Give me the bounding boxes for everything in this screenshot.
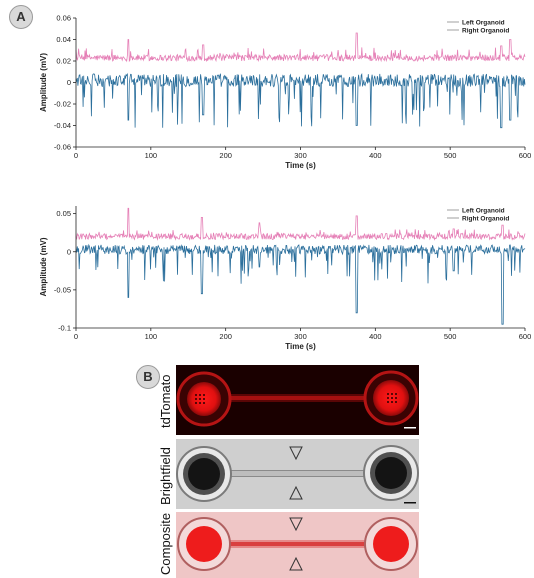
x-tick-label: 600 <box>519 151 532 160</box>
y-tick-label: -0.02 <box>54 100 71 109</box>
axes: 0 100 200 300 400 500 600 0.06 0.04 0.02 0 -0.02 -0.… <box>54 14 531 161</box>
tdtomato-image <box>176 365 419 435</box>
x-axis-label: Time (s) <box>285 161 316 170</box>
series-line-1 <box>75 207 526 241</box>
series-line-2 <box>75 72 526 129</box>
chart-bottom: 0 100 200 300 400 500 600 0.05 0 -0.05 -0.1 Time (s… <box>39 206 531 351</box>
x-tick-label: 200 <box>219 332 232 341</box>
y-axis-label: Amplitude (mV) <box>39 53 48 112</box>
y-tick-label: -0.1 <box>58 324 71 333</box>
x-tick-label: 300 <box>294 332 307 341</box>
panel-a-badge: A <box>9 5 33 29</box>
y-tick-label: 0.06 <box>56 14 71 23</box>
legend-label: Left Organoid <box>462 208 505 215</box>
composite-image <box>176 512 419 578</box>
y-tick-label: -0.06 <box>54 143 71 152</box>
x-tick-label: 500 <box>444 151 457 160</box>
legend-label: Right Organoid <box>462 216 509 223</box>
composite-label: Composite <box>158 512 173 575</box>
y-tick-label: 0.04 <box>56 35 71 44</box>
x-tick-label: 400 <box>369 332 382 341</box>
y-axis-label: Amplitude (mV) <box>39 237 48 296</box>
chart-top: 0 100 200 300 400 500 600 0.06 0.04 0.02 0 -0.02 -0.… <box>39 14 531 171</box>
x-tick-label: 400 <box>369 151 382 160</box>
x-tick-label: 300 <box>294 151 307 160</box>
brightfield-image <box>176 439 419 509</box>
x-tick-label: 100 <box>145 151 158 160</box>
x-tick-label: 500 <box>444 332 457 341</box>
legend-label: Right Organoid <box>462 28 509 35</box>
y-tick-label: 0 <box>67 247 71 256</box>
x-tick-label: 100 <box>145 332 158 341</box>
y-tick-label: 0 <box>67 78 71 87</box>
x-axis-label: Time (s) <box>285 342 316 351</box>
x-tick-label: 0 <box>74 332 78 341</box>
tdtomato-label: tdTomato <box>158 374 173 428</box>
legend-label: Left Organoid <box>462 20 505 27</box>
y-tick-label: 0.02 <box>56 57 71 66</box>
y-tick-label: -0.04 <box>54 121 71 130</box>
y-tick-label: 0.05 <box>56 209 71 218</box>
x-tick-label: 200 <box>219 151 232 160</box>
series-line-2 <box>75 243 526 325</box>
y-tick-label: -0.05 <box>54 285 71 294</box>
panel-b-badge: B <box>136 365 160 389</box>
x-tick-label: 0 <box>74 151 78 160</box>
x-tick-label: 600 <box>519 332 532 341</box>
axes: 0 100 200 300 400 500 600 0.05 0 -0.05 -0.1 <box>54 206 531 341</box>
series-line-1 <box>75 32 526 63</box>
brightfield-label: Brightfield <box>158 447 173 505</box>
